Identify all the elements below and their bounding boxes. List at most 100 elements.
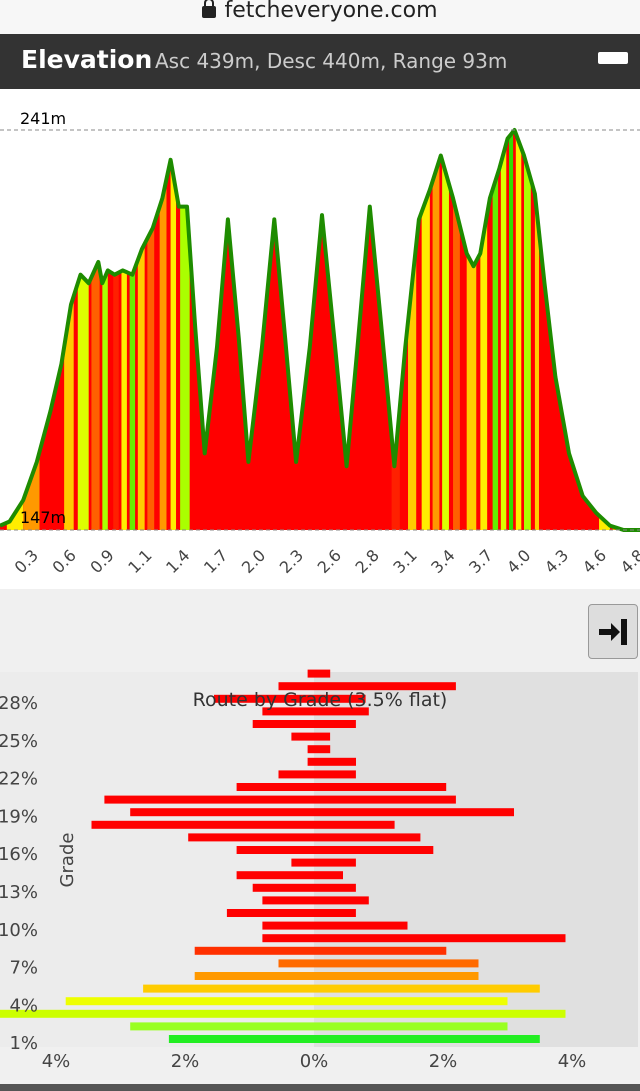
grade-bar — [168, 1035, 540, 1043]
grade-stripe — [524, 130, 531, 530]
grade-bar — [194, 972, 479, 980]
grade-tick-label: 7% — [9, 958, 38, 979]
grade-bar — [226, 909, 356, 917]
grade-bar — [143, 984, 540, 993]
grade-bar — [307, 745, 331, 754]
grade-tick-label: 4% — [9, 995, 38, 1016]
grade-stripe — [180, 130, 190, 530]
grade-tick-label: 10% — [0, 920, 38, 941]
grade-stripe — [121, 130, 127, 530]
max-elevation-label: 241m — [20, 109, 66, 128]
grade-stripe — [432, 130, 440, 530]
grade-tick-label: 25% — [0, 731, 38, 752]
arrow-to-bar-icon — [599, 619, 627, 645]
grade-stripe — [500, 130, 507, 530]
grade-bar — [252, 720, 356, 728]
grade-stripe — [453, 130, 460, 530]
min-elevation-label: 147m — [20, 508, 66, 527]
distance-tick-label: 0.6 — [49, 546, 80, 577]
distance-tick-label: 0.9 — [86, 546, 117, 577]
grade-bar — [91, 820, 395, 829]
plot-left-background — [0, 672, 314, 1047]
distance-tick-label: 4.3 — [541, 546, 572, 577]
grade-bar — [278, 682, 456, 691]
elevation-header: Elevation Asc 439m, Desc 440m, Range 93m — [0, 34, 640, 89]
page-title: Elevation — [21, 45, 153, 74]
grade-bar — [130, 1022, 508, 1031]
distance-tick-label: 4.6 — [579, 546, 610, 577]
grade-x-tick-label: 2% — [429, 1051, 458, 1072]
grade-stripe — [508, 130, 514, 530]
grade-stripe — [170, 130, 177, 530]
lock-icon — [202, 0, 217, 18]
grade-stripe — [39, 130, 51, 530]
distance-tick-label: 4.8 — [617, 546, 640, 577]
grade-x-tick-label: 4% — [558, 1051, 587, 1072]
grade-stripe — [515, 130, 522, 530]
grade-stripe — [159, 130, 167, 530]
grade-stripe — [408, 130, 417, 530]
grade-stripe — [102, 130, 108, 530]
elevation-chart: 241m 147m 0.3 0.6 0.9 1.1 1.4 1.7 2.0 2.3 2.6 2.8… — [0, 89, 640, 589]
distance-tick-label: 1.1 — [124, 546, 155, 577]
grade-stripe — [599, 130, 610, 530]
grade-stripe — [23, 130, 40, 530]
grade-bar — [104, 795, 456, 804]
grade-bar — [214, 694, 366, 703]
grade-stripe — [64, 130, 74, 530]
grade-stripe — [129, 130, 136, 530]
distance-tick-label: 3.1 — [389, 546, 420, 577]
grade-tick-label: 1% — [9, 1033, 38, 1054]
url-text: fetcheveryone.com — [224, 0, 438, 23]
grade-stripe — [147, 130, 155, 530]
distance-tick-label: 3.4 — [427, 546, 458, 577]
grade-stripe — [6, 130, 24, 530]
elevation-summary: Asc 439m, Desc 440m, Range 93m — [155, 49, 508, 73]
grade-bar — [278, 770, 356, 779]
grade-tick-label: 28% — [0, 693, 38, 714]
grade-stripe — [137, 130, 145, 530]
grade-tick-label: 16% — [0, 844, 38, 865]
minimize-icon[interactable] — [598, 52, 628, 64]
elevation-chart-svg: 241m 147m 0.3 0.6 0.9 1.1 1.4 1.7 2.0 2.3 2.6 2.8… — [0, 109, 640, 577]
distance-tick-label: 2.0 — [238, 546, 269, 577]
grade-bar — [65, 997, 508, 1006]
grade-stripe — [77, 130, 89, 530]
grade-bar — [130, 808, 514, 817]
address-bar[interactable]: fetcheveryone.com — [0, 0, 640, 34]
grade-x-tick-label: 2% — [171, 1051, 200, 1072]
grade-tick-label: 22% — [0, 769, 38, 790]
grade-stripe — [442, 130, 449, 530]
grade-stripe — [53, 130, 62, 530]
collapse-panel-button[interactable] — [588, 604, 638, 659]
grade-x-tick-label: 0% — [300, 1051, 329, 1072]
distance-tick-label: 1.4 — [162, 546, 193, 577]
grade-bar — [262, 896, 369, 905]
grade-bar — [194, 946, 447, 955]
distance-tick-label: 0.3 — [11, 546, 42, 577]
bottom-bar — [0, 1084, 640, 1091]
distance-tick-label: 2.8 — [352, 546, 383, 577]
grade-tick-label: 13% — [0, 882, 38, 903]
distance-tick-label: 2.3 — [276, 546, 307, 577]
distance-tick-label: 3.7 — [465, 546, 496, 577]
y-axis-label: Grade — [57, 833, 78, 888]
grade-bar — [307, 669, 331, 678]
grade-chart: Route by Grade (3.5% flat) Grade 28% 25% 2… — [0, 589, 640, 1084]
grade-stripe — [612, 130, 627, 530]
grade-bar — [291, 858, 356, 867]
grade-bar — [262, 707, 369, 716]
grade-bar — [236, 871, 343, 880]
grade-bar — [291, 732, 331, 741]
grade-bar — [262, 934, 566, 943]
distance-tick-label: 4.0 — [503, 546, 534, 577]
grade-stripe — [421, 130, 430, 530]
grade-bar — [252, 883, 356, 892]
grade-bar — [307, 757, 356, 766]
distance-tick-label: 1.7 — [200, 546, 231, 577]
grade-stripe — [480, 130, 488, 530]
grade-stripe — [113, 130, 119, 530]
grade-bar — [278, 959, 479, 968]
grade-stripe — [466, 130, 477, 530]
grade-bar — [0, 1009, 566, 1018]
